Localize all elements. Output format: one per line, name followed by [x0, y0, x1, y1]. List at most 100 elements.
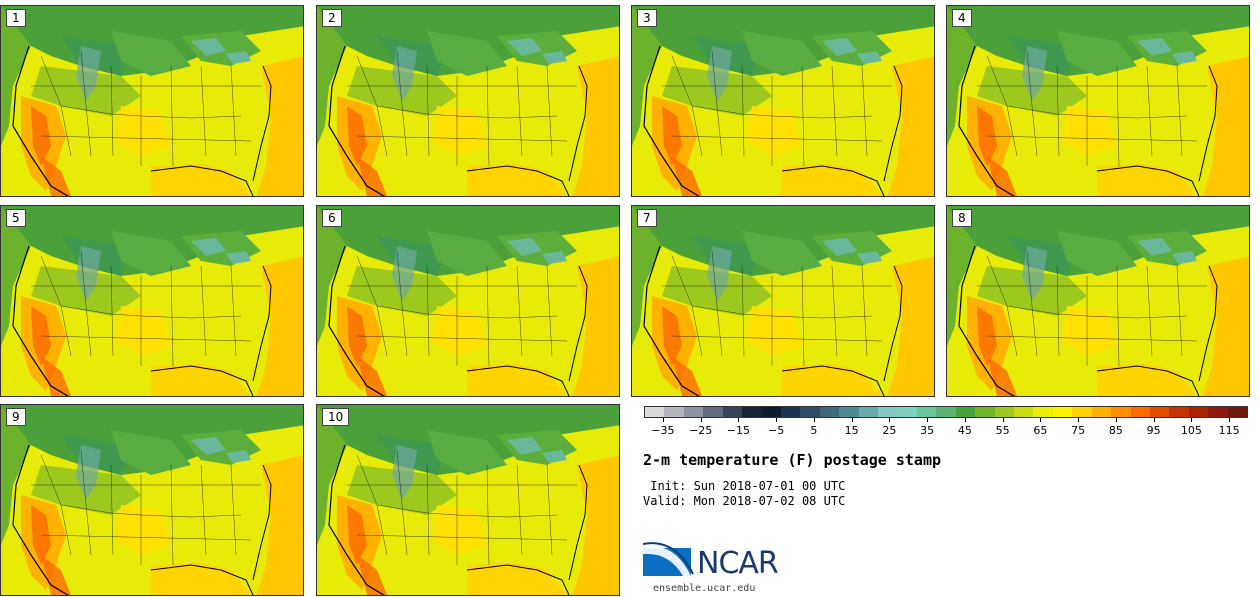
colorbar-tick-label: 25 [882, 424, 897, 437]
panel-member-5[interactable]: 5 [0, 205, 304, 397]
colorbar-bin-18 [994, 407, 1015, 417]
colorbar [644, 406, 1248, 418]
colorbar-bin-25 [1130, 407, 1150, 417]
temperature-map [1, 405, 304, 596]
colorbar-tick-label: −15 [726, 424, 750, 437]
temperature-map [947, 6, 1250, 197]
colorbar-tick-label: −5 [768, 424, 785, 437]
member-label: 5 [6, 209, 26, 227]
temperature-map [947, 206, 1250, 397]
ncar-logo-text: NCAR [697, 546, 779, 581]
colorbar-bin-8 [800, 407, 820, 417]
colorbar-bin-19 [1014, 407, 1034, 417]
colorbar-tick [889, 418, 891, 422]
colorbar-bin-23 [1091, 407, 1112, 417]
temperature-map [1, 206, 304, 397]
colorbar-tick [662, 418, 664, 422]
colorbar-tick-label: 85 [1108, 424, 1123, 437]
colorbar-bin-5 [742, 407, 762, 417]
colorbar-bin-3 [703, 407, 723, 417]
colorbar-ticks: −35 −25 −15 −5 5 15 25 35 45 55 65 75 85 95 105 115 [644, 418, 1248, 440]
colorbar-bin-24 [1111, 407, 1131, 417]
panel-member-6[interactable]: 6 [316, 205, 620, 397]
colorbar-tick [1002, 418, 1004, 422]
temperature-map [632, 6, 935, 197]
valid-time: Valid: Mon 2018-07-02 08 UTC [643, 494, 846, 508]
colorbar-bin-14 [916, 407, 937, 417]
member-label: 2 [322, 9, 342, 27]
colorbar-bin-29 [1208, 407, 1228, 417]
colorbar-bin-17 [975, 407, 995, 417]
colorbar-tick-label: 105 [1180, 424, 1202, 437]
member-label: 8 [952, 209, 972, 227]
member-label: 10 [322, 408, 350, 426]
panel-member-8[interactable]: 8 [946, 205, 1250, 397]
panel-member-2[interactable]: 2 [316, 5, 620, 197]
temperature-map [317, 6, 620, 197]
colorbar-tick [738, 418, 740, 422]
colorbar-bin-4 [722, 407, 743, 417]
colorbar-tick [1153, 418, 1155, 422]
colorbar-tick-label: 5 [810, 424, 818, 437]
colorbar-bin-28 [1188, 407, 1209, 417]
panel-member-1[interactable]: 1 [0, 5, 304, 197]
colorbar-bin-26 [1149, 407, 1170, 417]
colorbar-bin-0 [645, 407, 665, 417]
colorbar-bin-27 [1169, 407, 1189, 417]
colorbar-bin-20 [1033, 407, 1053, 417]
panel-member-9[interactable]: 9 [0, 404, 304, 596]
colorbar-tick-label: −35 [651, 424, 675, 437]
member-label: 4 [952, 9, 972, 27]
colorbar-tick-label: −25 [689, 424, 713, 437]
panel-member-7[interactable]: 7 [631, 205, 935, 397]
colorbar-tick-label: 15 [844, 424, 859, 437]
colorbar-bin-2 [683, 407, 704, 417]
colorbar-bin-30 [1227, 407, 1248, 417]
temperature-map [317, 206, 620, 397]
colorbar-tick-label: 55 [995, 424, 1010, 437]
colorbar-tick [776, 418, 778, 422]
member-label: 6 [322, 209, 342, 227]
colorbar-tick [1229, 418, 1231, 422]
colorbar-tick [927, 418, 929, 422]
panel-member-10[interactable]: 10 [316, 404, 620, 596]
site-url[interactable]: ensemble.ucar.edu [653, 583, 756, 594]
colorbar-bin-15 [936, 407, 956, 417]
colorbar-bin-22 [1072, 407, 1092, 417]
colorbar-bin-7 [780, 407, 801, 417]
colorbar-tick-label: 75 [1071, 424, 1086, 437]
colorbar-tick-label: 65 [1033, 424, 1048, 437]
member-label: 9 [6, 408, 26, 426]
ncar-logo-icon [643, 542, 694, 576]
colorbar-tick-label: 115 [1218, 424, 1240, 437]
init-time: Init: Sun 2018-07-01 00 UTC [643, 479, 846, 493]
member-label: 7 [637, 209, 657, 227]
colorbar-bin-9 [819, 407, 840, 417]
colorbar-tick [1191, 418, 1193, 422]
colorbar-tick [700, 418, 702, 422]
member-label: 3 [637, 9, 657, 27]
panel-member-4[interactable]: 4 [946, 5, 1250, 197]
colorbar-tick [1115, 418, 1117, 422]
colorbar-bin-1 [664, 407, 684, 417]
colorbar-bin-16 [955, 407, 976, 417]
member-label: 1 [6, 9, 26, 27]
colorbar-tick [964, 418, 966, 422]
temperature-map [317, 405, 620, 596]
colorbar-bin-6 [761, 407, 781, 417]
colorbar-bin-11 [858, 407, 879, 417]
temperature-map [1, 6, 304, 197]
temperature-map [632, 206, 935, 397]
colorbar-bin-21 [1052, 407, 1073, 417]
colorbar-bin-10 [839, 407, 859, 417]
colorbar-tick-label: 95 [1146, 424, 1161, 437]
colorbar-tick [851, 418, 853, 422]
colorbar-bin-12 [878, 407, 898, 417]
colorbar-tick [813, 418, 815, 422]
page-title: 2-m temperature (F) postage stamp [643, 451, 942, 469]
colorbar-tick-label: 35 [920, 424, 935, 437]
panel-member-3[interactable]: 3 [631, 5, 935, 197]
colorbar-tick [1040, 418, 1042, 422]
colorbar-bin-13 [897, 407, 917, 417]
colorbar-tick-label: 45 [957, 424, 972, 437]
